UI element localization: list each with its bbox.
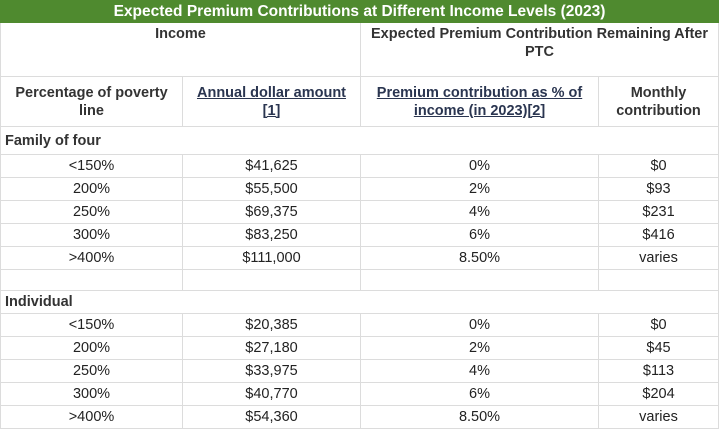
data-row: 250% $33,975 4% $113 — [0, 359, 720, 383]
data-row: >400% $111,000 8.50% varies — [0, 246, 720, 270]
blank-cell — [360, 269, 599, 291]
data-row: 300% $40,770 6% $204 — [0, 382, 720, 406]
section-label: Family of four — [0, 126, 720, 155]
cell: $55,500 — [182, 177, 361, 201]
cell: <150% — [0, 313, 183, 337]
cell: $20,385 — [182, 313, 361, 337]
cell: 2% — [360, 336, 599, 360]
cell: 200% — [0, 336, 183, 360]
cell: 4% — [360, 200, 599, 224]
cell: $93 — [597, 177, 720, 201]
cell: 300% — [0, 382, 183, 406]
cell: $83,250 — [182, 223, 361, 247]
cell: <150% — [0, 154, 183, 178]
cell: $33,975 — [182, 359, 361, 383]
data-row: 200% $55,500 2% $93 — [0, 177, 720, 201]
cell: 0% — [360, 313, 599, 337]
blank-cell — [182, 269, 361, 291]
data-row: 300% $83,250 6% $416 — [0, 223, 720, 247]
column-header-link[interactable]: Premium contribution as % of income (in … — [360, 76, 599, 127]
cell: 2% — [360, 177, 599, 201]
cell: $27,180 — [182, 336, 361, 360]
column-header-link[interactable]: Annual dollar amount [1] — [182, 76, 361, 127]
cell: $54,360 — [182, 405, 361, 429]
cell: 250% — [0, 359, 183, 383]
section-row: Family of four — [0, 126, 720, 155]
blank-cell — [0, 269, 183, 291]
data-row: 200% $27,180 2% $45 — [0, 336, 720, 360]
blank-row — [0, 269, 720, 291]
cell: $231 — [597, 200, 720, 224]
section-row: Individual — [0, 290, 720, 314]
cell: $0 — [597, 313, 720, 337]
cell: 8.50% — [360, 405, 599, 429]
section-label: Individual — [0, 290, 720, 314]
cell: 200% — [0, 177, 183, 201]
group-header-row: Income Expected Premium Contribution Rem… — [0, 22, 720, 77]
cell: >400% — [0, 246, 183, 270]
cell: >400% — [0, 405, 183, 429]
cell: $113 — [597, 359, 720, 383]
cell: $40,770 — [182, 382, 361, 406]
group-header: Expected Premium Contribution Remaining … — [359, 22, 720, 77]
blank-cell — [597, 269, 720, 291]
cell: 300% — [0, 223, 183, 247]
cell: 8.50% — [360, 246, 599, 270]
cell: $41,625 — [182, 154, 361, 178]
group-header: Income — [0, 22, 361, 77]
cell: $111,000 — [182, 246, 361, 270]
cell: 0% — [360, 154, 599, 178]
table-body: Expected Premium Contributions at Differ… — [0, 0, 720, 429]
cell: 6% — [360, 223, 599, 247]
cell: $416 — [597, 223, 720, 247]
column-header: Percentage of poverty line — [0, 76, 183, 127]
cell: 6% — [360, 382, 599, 406]
cell: $69,375 — [182, 200, 361, 224]
cell: 4% — [360, 359, 599, 383]
cell: $204 — [597, 382, 720, 406]
cell: 250% — [0, 200, 183, 224]
column-header: Monthly contribution — [597, 76, 720, 127]
data-row: 250% $69,375 4% $231 — [0, 200, 720, 224]
column-header-row: Percentage of poverty line Annual dollar… — [0, 76, 720, 127]
data-row: <150% $20,385 0% $0 — [0, 313, 720, 337]
cell: $45 — [597, 336, 720, 360]
cell: varies — [597, 246, 720, 270]
cell: varies — [597, 405, 720, 429]
data-row: >400% $54,360 8.50% varies — [0, 405, 720, 429]
premium-table: Expected Premium Contributions at Differ… — [0, 0, 720, 429]
table-title: Expected Premium Contributions at Differ… — [0, 0, 720, 23]
title-row: Expected Premium Contributions at Differ… — [0, 0, 720, 23]
data-row: <150% $41,625 0% $0 — [0, 154, 720, 178]
cell: $0 — [597, 154, 720, 178]
